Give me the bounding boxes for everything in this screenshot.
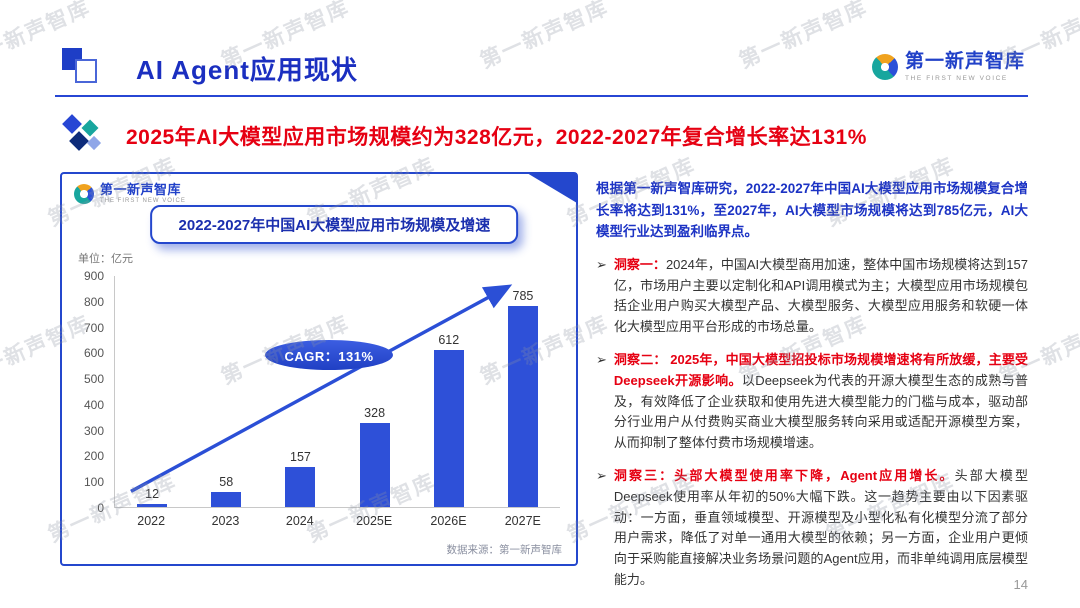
watermark-text: 第一新声智库	[736, 0, 872, 74]
y-tick-label: 300	[83, 423, 104, 438]
insight-item-2: ➢ 洞察二： 2025年，中国大模型招投标市场规模增速将有所放缓，主要受Deep…	[596, 350, 1028, 454]
subtitle-text: 2025年AI大模型应用市场规模约为328亿元，2022-2027年复合增长率达…	[126, 126, 867, 149]
bar-group: 12	[115, 276, 189, 507]
data-source-note: 数据来源：第一新声智库	[446, 544, 563, 556]
x-tick-label: 2024	[285, 514, 314, 528]
bar-group: 785	[486, 276, 560, 507]
arrow-bullet-icon: ➢	[596, 467, 607, 483]
bar	[285, 466, 316, 507]
plot-wrap: 0 100 200 300 400 500 600 700 800 900 12 58 157 328 6…	[74, 269, 560, 515]
watermark-text: 第一新声智库	[477, 0, 613, 74]
bar	[507, 305, 538, 507]
bar	[433, 349, 464, 507]
x-tick-label: 2023	[211, 514, 240, 528]
title-square-icon	[62, 46, 102, 86]
insight-item-1: ➢ 洞察一：2024年，中国AI大模型商用加速，整体中国市场规模将达到157亿，…	[596, 255, 1028, 338]
page-title: AI Agent应用现状	[136, 55, 358, 85]
subtitle-row: 2025年AI大模型应用市场规模约为328亿元，2022-2027年复合增长率达…	[60, 114, 1028, 158]
insight-text: 洞察三：头部大模型使用率下降，Agent应用增长。头部大模型Deepseek使用…	[614, 466, 1028, 591]
y-axis: 0 100 200 300 400 500 600 700 800 900	[74, 269, 110, 515]
y-tick-label: 600	[83, 346, 104, 361]
chart-panel-logo-tagline: THE FIRST NEW VOICE	[100, 198, 186, 205]
chart-title: 2022-2027年中国AI大模型应用市场规模及增速	[150, 205, 519, 244]
y-tick-label: 400	[83, 397, 104, 412]
brand-logo-tagline: THE FIRST NEW VOICE	[904, 74, 1008, 82]
bar-value-label: 785	[512, 288, 534, 303]
insight-lead: 洞察一：	[613, 256, 666, 272]
bar-value-label: 328	[364, 405, 386, 420]
insight-text: 洞察一：2024年，中国AI大模型商用加速，整体中国市场规模将达到157亿，市场…	[614, 255, 1028, 338]
insight-lead: 洞察三：头部大模型使用率下降，Agent应用增长。	[613, 467, 955, 483]
bar	[211, 492, 242, 507]
bar-value-label: 58	[219, 475, 234, 490]
chart-panel-logo-icon	[74, 183, 94, 204]
arrow-bullet-icon: ➢	[596, 256, 607, 272]
bar	[137, 503, 168, 507]
insight-lead: 洞察二： 2025年，中国大模型招投标市场规模增速将有所放缓，主要受Deepse…	[613, 351, 1028, 388]
chart-panel-logo-name: 第一新声智库	[100, 182, 182, 197]
trend-arrow	[130, 284, 513, 493]
y-tick-label: 500	[83, 372, 104, 387]
brand-logo-icon	[871, 54, 898, 81]
diamond-cluster-icon	[60, 114, 108, 158]
y-tick-label: 200	[83, 449, 104, 464]
chart-panel: 第一新声智库 THE FIRST NEW VOICE 2022-2027年中国A…	[60, 172, 578, 566]
x-tick-label: 2022	[137, 514, 166, 528]
cagr-badge: CAGR：131%	[265, 340, 393, 370]
header-divider	[55, 95, 1028, 97]
bar-group: 612	[412, 276, 486, 507]
corner-triangle-decoration	[527, 173, 577, 203]
x-tick-label: 2027E	[504, 514, 541, 528]
bar-value-label: 12	[145, 486, 160, 501]
x-tick-label: 2026E	[430, 514, 467, 528]
bar-value-label: 157	[290, 449, 311, 464]
insight-body: 2024年，中国AI大模型商用加速，整体中国市场规模将达到157亿，市场用户主要…	[613, 256, 1028, 335]
bar-value-label: 612	[438, 332, 460, 347]
page-number: 14	[1013, 577, 1028, 592]
bar	[359, 422, 390, 507]
insight-body: 以Deepseek为代表的开源大模型生态的成熟与普及，有效降低了企业获取和使用先…	[613, 372, 1028, 451]
y-tick-label: 900	[83, 269, 104, 283]
arrow-bullet-icon: ➢	[596, 351, 607, 367]
y-tick-label: 0	[97, 501, 104, 515]
plot-area: 12 58 157 328 612 785 CAGR：131%	[114, 276, 560, 508]
x-axis: 2022 2023 2024 2025E 2026E 2027E	[114, 514, 560, 528]
insight-text: 洞察二： 2025年，中国大模型招投标市场规模增速将有所放缓，主要受Deepse…	[614, 350, 1028, 454]
chart-panel-logo: 第一新声智库 THE FIRST NEW VOICE	[74, 182, 186, 205]
insights-panel: 根据第一新声智库研究，2022-2027年中国AI大模型应用市场规模复合增长率将…	[596, 178, 1028, 603]
chart-unit-label: 单位：亿元	[78, 253, 133, 265]
bar-group: 157	[263, 276, 337, 507]
bar-group: 58	[189, 276, 263, 507]
y-tick-label: 800	[83, 294, 104, 309]
y-tick-label: 100	[83, 475, 104, 490]
x-tick-label: 2025E	[356, 514, 393, 528]
brand-logo: 第一新声智库 THE FIRST NEW VOICE	[871, 51, 1025, 82]
bar-area: 12 58 157 328 612 785	[115, 276, 560, 507]
insight-item-3: ➢ 洞察三：头部大模型使用率下降，Agent应用增长。头部大模型Deepseek…	[596, 466, 1028, 591]
intro-paragraph: 根据第一新声智库研究，2022-2027年中国AI大模型应用市场规模复合增长率将…	[596, 181, 1028, 240]
square-outline-icon	[75, 59, 97, 83]
y-tick-label: 700	[83, 320, 104, 335]
bar-group: 328	[338, 276, 412, 507]
insight-body: 头部大模型Deepseek使用率从年初的50%大幅下跌。这一趋势主要由以下因素驱…	[613, 467, 1028, 587]
brand-logo-name: 第一新声智库	[904, 51, 1025, 72]
